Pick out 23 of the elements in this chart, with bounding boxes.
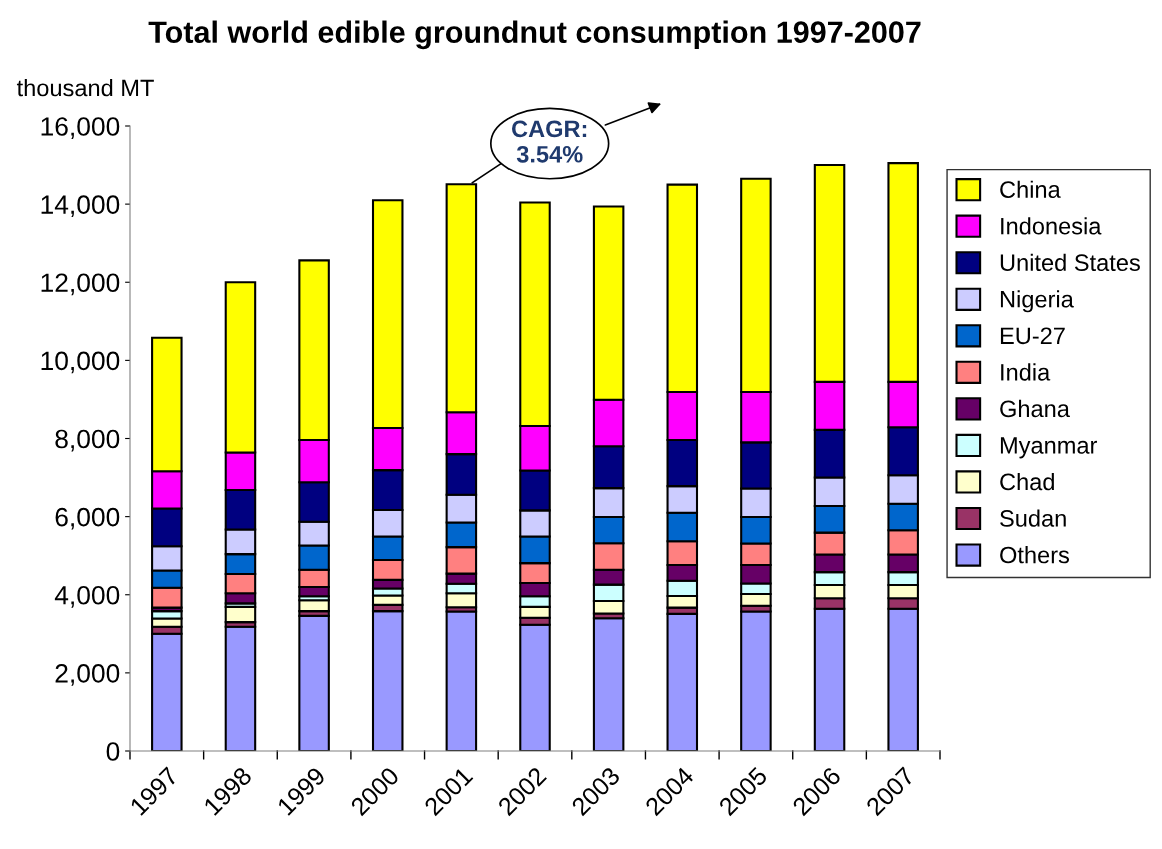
annotation: CAGR: 3.54% (512, 120, 587, 163)
legend-label: India (1001, 363, 1051, 381)
legend-label: United States (1000, 253, 1140, 272)
y-axis-title: thousand MT (16, 78, 154, 97)
y-tick-label: 8,000 (55, 429, 120, 452)
y-tick-label: 2,000 (55, 664, 120, 686)
legend-label: China (1000, 180, 1061, 198)
y-tick-label: 14,000 (41, 195, 120, 218)
legend-label: Sudan (1000, 509, 1066, 527)
y-tick-label: 4,000 (54, 585, 120, 608)
y-tick-label: 6,000 (55, 507, 120, 530)
legend-label: EU-27 (1000, 327, 1065, 345)
y-tick-label: 0 (106, 742, 120, 761)
legend-label: Indonesia (1001, 217, 1102, 235)
legend-label: Myanmar (1000, 437, 1098, 459)
chart-title: Total world edible groundnut consumption 1997-2007 (148, 20, 921, 50)
legend-label: Ghana (1000, 399, 1070, 418)
legend-label: Nigeria (1000, 290, 1074, 313)
y-tick-label: 12,000 (41, 273, 120, 296)
legend-label: Others (1000, 546, 1070, 564)
y-tick-label: 16,000 (41, 117, 120, 139)
legend-label: Chad (1000, 472, 1054, 491)
y-tick-label: 10,000 (41, 351, 120, 374)
